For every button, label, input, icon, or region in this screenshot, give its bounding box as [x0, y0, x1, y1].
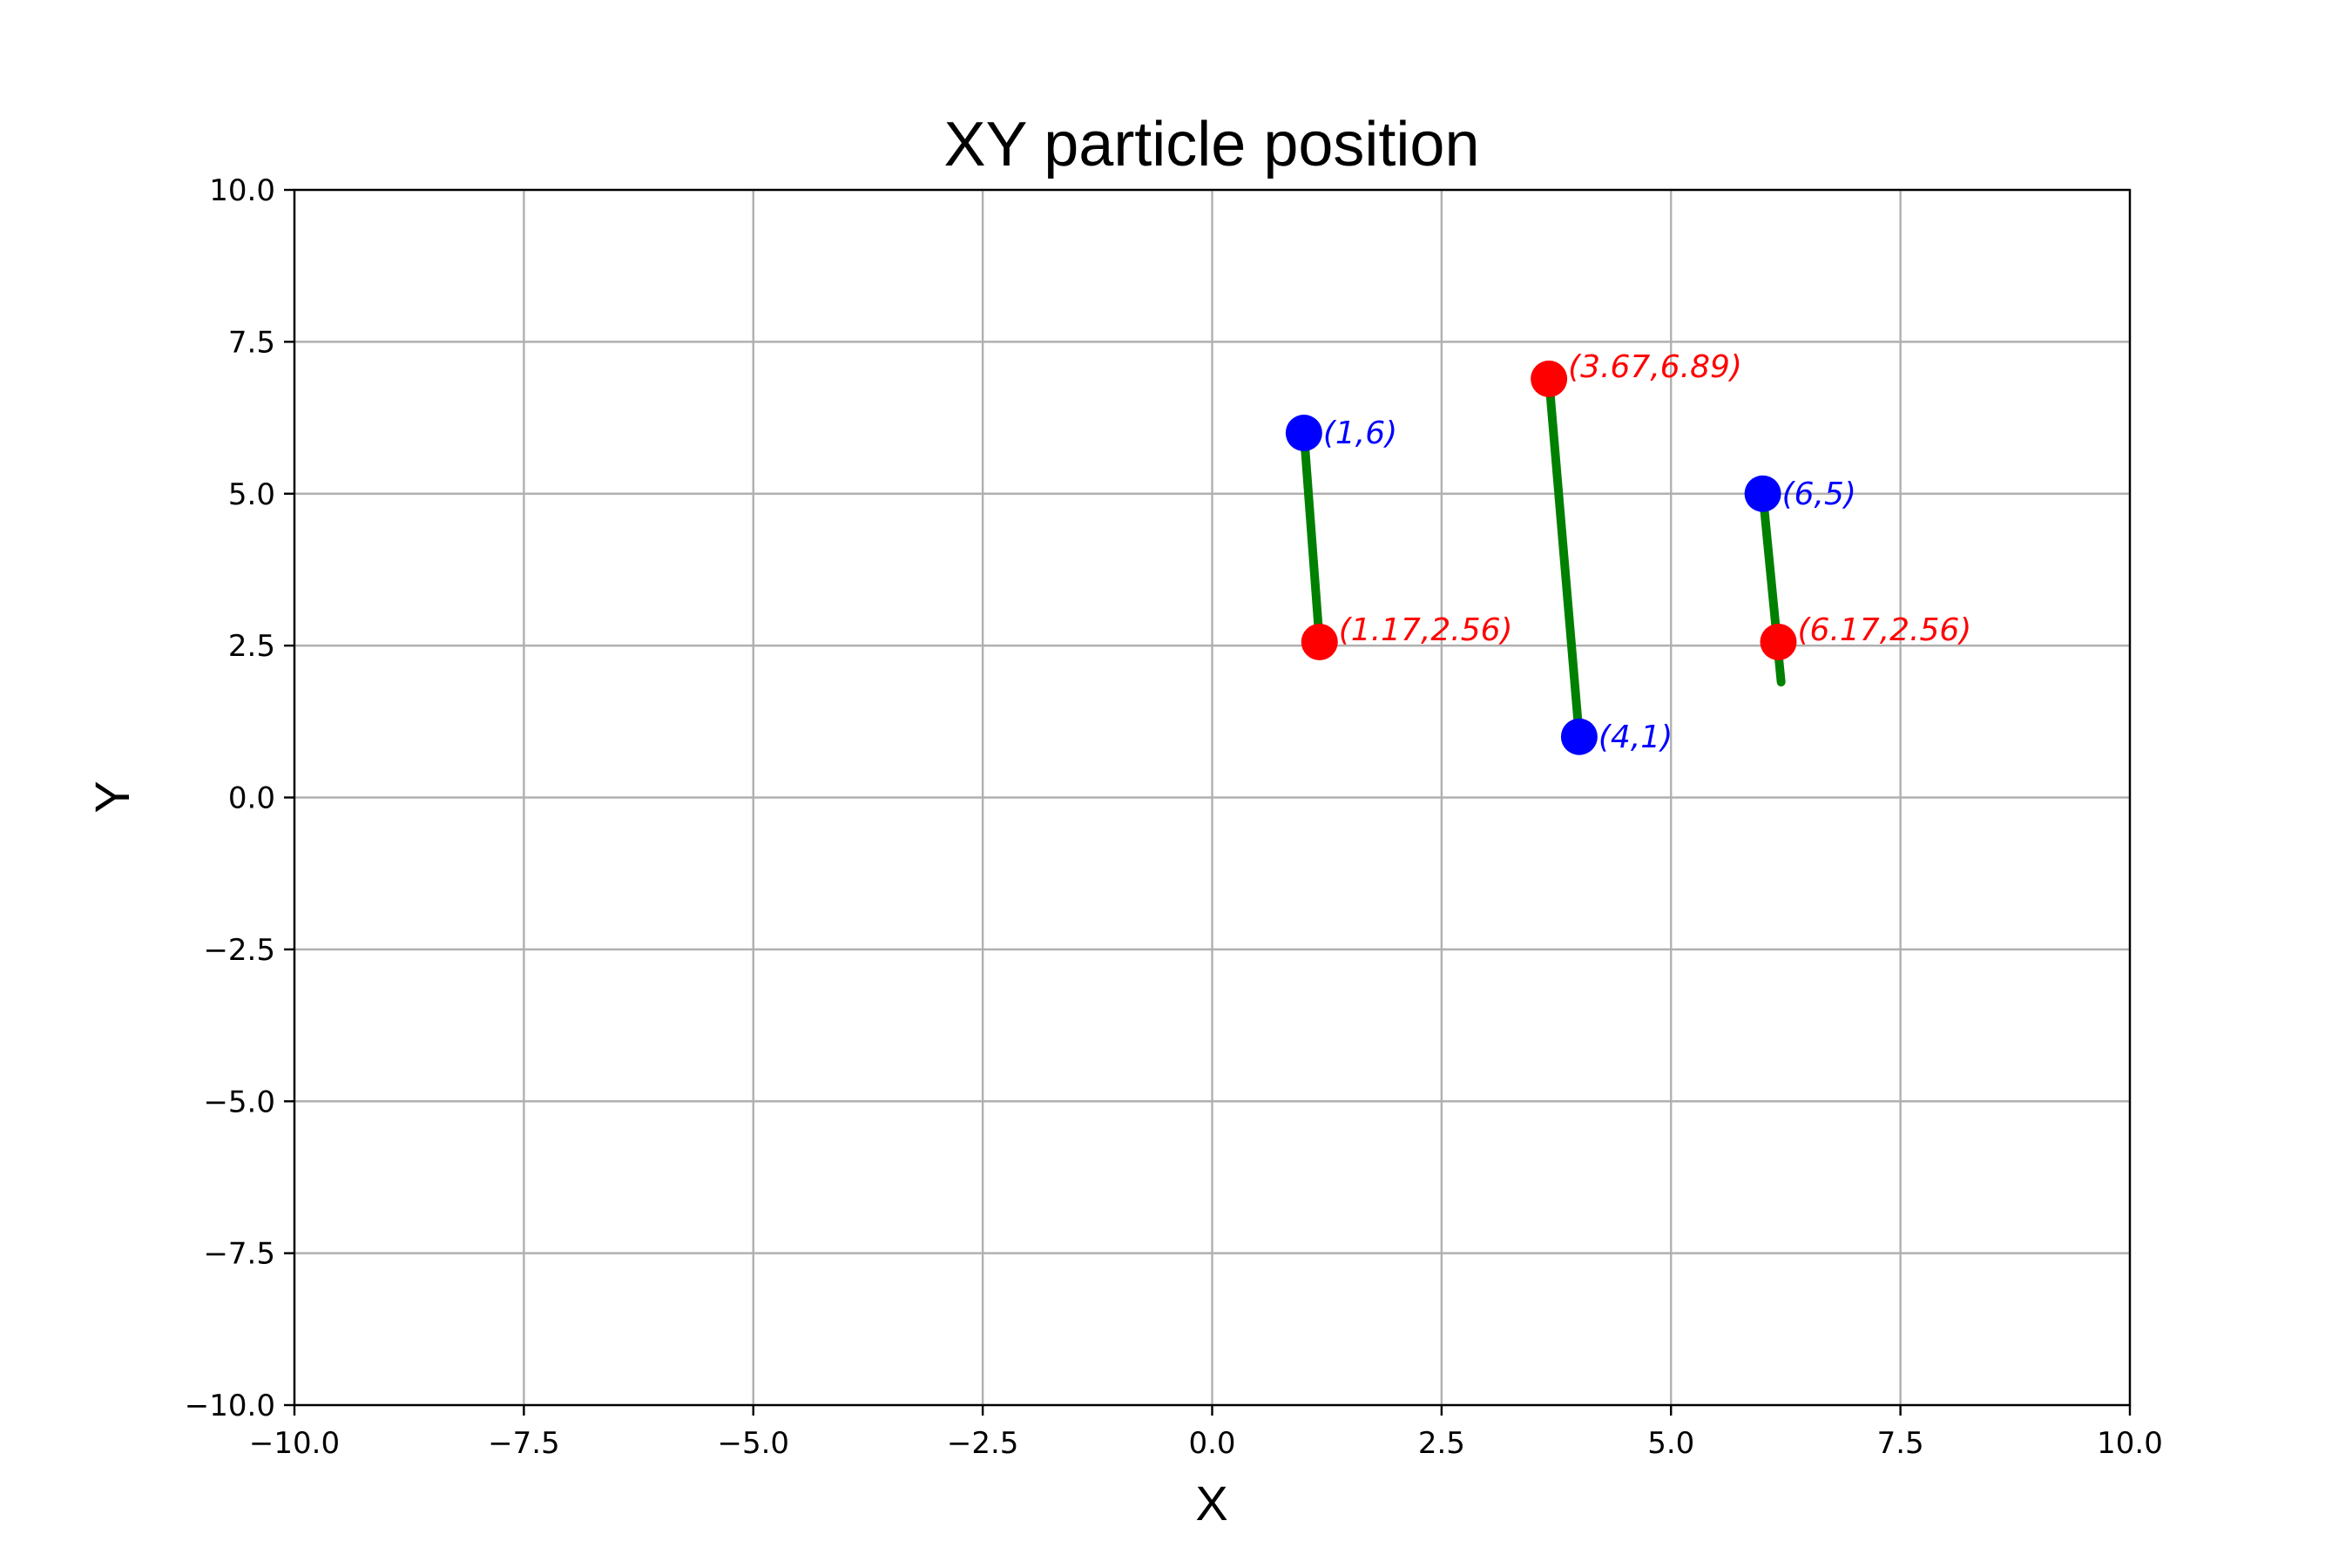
grid — [293, 188, 2132, 1407]
particle-1-end-point — [1301, 623, 1338, 660]
y-tick-label: −7.5 — [203, 1237, 275, 1272]
y-tick-label: −5.0 — [203, 1085, 275, 1119]
x-tick-label: −7.5 — [488, 1426, 560, 1461]
x-tick-label: 7.5 — [1877, 1426, 1924, 1461]
particle-points — [1285, 360, 1797, 755]
particle-1-end-label: (1.17,2.56) — [1339, 612, 1513, 648]
x-tick-label: 0.0 — [1188, 1426, 1235, 1461]
y-tick-label: 5.0 — [228, 477, 275, 512]
x-tick-label: 5.0 — [1647, 1426, 1694, 1461]
particle-1-path — [1299, 429, 1324, 646]
chart-title: XY particle position — [943, 110, 1479, 179]
x-tick-label: −5.0 — [717, 1426, 789, 1461]
y-tick-label: 0.0 — [228, 781, 275, 816]
y-tick-label: 2.5 — [228, 629, 275, 664]
particle-2-end-label: (3.67,6.89) — [1568, 349, 1742, 385]
particle-2-start-label: (4,1) — [1598, 720, 1673, 755]
x-tick-label: −2.5 — [947, 1426, 1019, 1461]
point-labels: (1,6) (1.17,2.56) (4,1) (3.67,6.89) (6,5) (6.… — [1323, 349, 1972, 755]
y-tick-label: −10.0 — [185, 1389, 275, 1423]
x-tick-label: 10.0 — [2097, 1426, 2163, 1461]
particle-3-start-point — [1744, 475, 1781, 512]
particle-2-start-point — [1560, 718, 1598, 755]
particle-1-start-point — [1285, 415, 1322, 451]
y-tick-label: 10.0 — [209, 173, 275, 208]
particle-3-end-point — [1760, 623, 1797, 660]
particle-3-end-label: (6.17,2.56) — [1798, 612, 1972, 648]
x-axis-label: X — [1195, 1476, 1227, 1531]
particle-1-start-label: (1,6) — [1323, 416, 1397, 451]
particle-3-start-label: (6,5) — [1782, 476, 1856, 512]
x-tick-label: 2.5 — [1418, 1426, 1465, 1461]
x-tick-label: −10.0 — [249, 1426, 340, 1461]
y-tick-label: −2.5 — [203, 933, 275, 968]
particle-2-path — [1544, 374, 1584, 741]
y-tick-label: 7.5 — [228, 325, 275, 360]
particle-2-end-point — [1531, 360, 1568, 397]
y-axis-label: Y — [84, 781, 139, 813]
ticks: −10.0 −7.5 −5.0 −2.5 0.0 2.5 5.0 7.5 10.0 −10.0 −7… — [185, 173, 2163, 1461]
